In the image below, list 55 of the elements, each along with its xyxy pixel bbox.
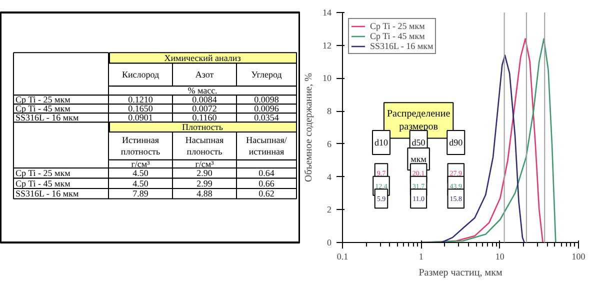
y-tick-label: 2 <box>327 204 332 215</box>
annotation: d90 <box>449 138 464 148</box>
text: 2.90 <box>196 168 213 178</box>
y-tick-label: 8 <box>327 106 332 116</box>
text: 0.0096 <box>254 104 280 114</box>
text: 0.0084 <box>192 94 218 105</box>
y-axis-title: Объемное содержание, % <box>304 73 314 182</box>
annotation: Распределение размеров <box>386 108 451 132</box>
text: Cp Ti - 45 мкм <box>16 104 71 114</box>
text: Cp Ti - 25 мкм <box>16 168 71 178</box>
text: Cp Ti - 45 мкм <box>16 178 71 188</box>
text: 0.62 <box>258 188 274 199</box>
legend-label: SS316L - 16 мкм <box>370 41 434 51</box>
text: 0.0901 <box>128 112 153 123</box>
text: SS316L - 16 мкм <box>16 188 79 199</box>
x-tick-label: 1 <box>418 252 424 262</box>
y-tick-label: 4 <box>327 172 332 182</box>
legend-label: Cp Ti - 45 мкм <box>370 31 425 41</box>
text: Плотность <box>182 122 223 132</box>
text: Углерод <box>251 70 282 80</box>
text: Насыпная/ истинная <box>246 135 288 157</box>
text: Азот <box>195 70 214 80</box>
text: 0.0354 <box>254 112 280 123</box>
annotation: мкм <box>410 154 427 164</box>
annotation: d50 <box>412 138 426 148</box>
text: 0.0098 <box>254 94 280 105</box>
text: 0.64 <box>258 168 275 178</box>
y-tick-label: 14 <box>322 8 332 18</box>
y-tick-label: 6 <box>327 138 332 149</box>
x-tick-label: 10 <box>495 252 505 262</box>
text: Cp Ti - 25 мкм <box>16 94 71 105</box>
legend-label: Cp Ti - 25 мкм <box>370 21 425 31</box>
x-axis-title: Размер частиц, мкм <box>418 268 503 278</box>
annotation: d10 <box>374 138 388 148</box>
text: Кислород <box>122 70 160 80</box>
text: 0.66 <box>258 178 275 188</box>
text: г/см³ <box>131 158 150 169</box>
text: 2.99 <box>196 178 213 188</box>
x-tick-label: 0.1 <box>336 252 348 262</box>
text: 4.50 <box>132 168 149 178</box>
y-tick-label: 0 <box>327 238 332 248</box>
text: % масс. <box>188 86 218 96</box>
y-tick-label: 10 <box>322 73 332 84</box>
text: Химический анализ <box>164 52 242 63</box>
text: 4.88 <box>196 188 213 199</box>
text: 4.50 <box>132 178 149 188</box>
x-tick-label: 100 <box>572 252 586 262</box>
text: 0.0072 <box>192 104 217 114</box>
text: 0.1210 <box>128 94 154 105</box>
text: 0.1160 <box>192 112 218 123</box>
text: 7.89 <box>132 188 149 199</box>
text: 0.1650 <box>128 104 154 114</box>
y-tick-label: 12 <box>322 40 332 50</box>
text: SS316L - 16 мкм <box>16 112 79 123</box>
text: г/см³ <box>195 158 214 169</box>
